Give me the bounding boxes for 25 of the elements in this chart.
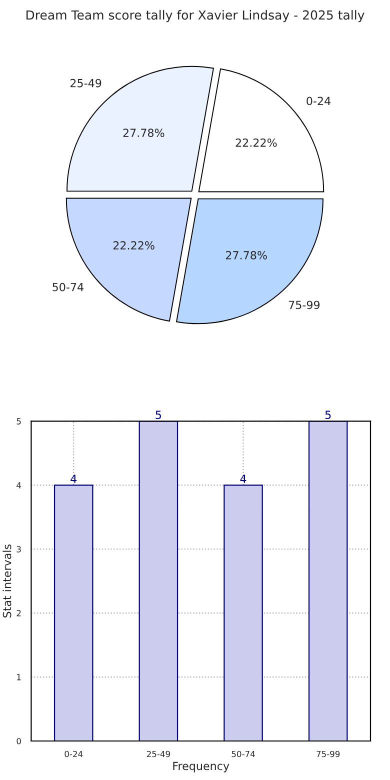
data-label: 22.22% [113,241,154,250]
data-label: 5 [156,410,161,420]
data-label: 27.78% [226,251,267,260]
slice-label: 0-24 [306,96,330,106]
x-axis-title: Frequency [173,762,230,772]
x-tick-label: 75-99 [316,750,340,758]
data-label: 5 [325,410,331,420]
slice-label: 75-99 [288,300,320,310]
y-tick-label: 1 [17,674,21,680]
y-tick-label: 3 [16,546,21,552]
y-axis-title: Stat intervals [2,544,12,618]
data-label: 27.78% [123,128,164,138]
x-tick-label: 25-49 [146,750,170,758]
slice-label: 25-49 [70,78,102,88]
y-tick-label: 0 [16,738,21,744]
data-label: 22.22% [236,138,277,147]
data-label: 4 [240,474,246,483]
chart-title: Dream Team score tally for Xavier Lindsay - 2025 tally [26,10,364,22]
slice-label: 50-74 [52,282,84,292]
x-tick-label: 0-24 [64,750,83,758]
data-label: 4 [70,474,77,483]
x-tick-label: 50-74 [232,750,255,758]
y-tick-label: 2 [16,610,21,616]
y-tick-label: 4 [16,482,22,488]
y-tick-label: 5 [16,418,21,424]
